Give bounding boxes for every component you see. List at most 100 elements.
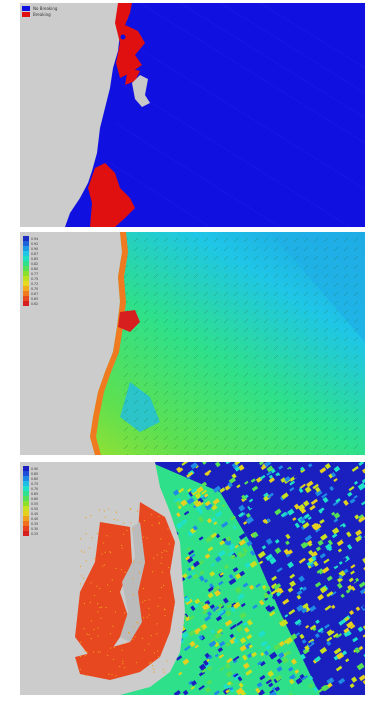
speckle bbox=[357, 482, 365, 491]
vector-arrow bbox=[183, 417, 189, 423]
vector-arrow bbox=[223, 318, 229, 324]
vector-arrow bbox=[193, 300, 199, 306]
vector-arrow bbox=[153, 435, 159, 441]
vector-arrow bbox=[213, 426, 219, 432]
vector-arrow bbox=[283, 354, 289, 360]
vector-arrow bbox=[143, 300, 149, 306]
speckle bbox=[269, 557, 277, 565]
wave-direction-vectors bbox=[123, 237, 359, 455]
vector-arrow bbox=[193, 372, 199, 378]
vector-arrow bbox=[123, 354, 129, 360]
vector-arrow bbox=[123, 381, 129, 387]
vector-arrow bbox=[153, 444, 159, 450]
speckle bbox=[186, 497, 195, 505]
vector-arrow bbox=[283, 309, 289, 315]
speckle bbox=[230, 606, 236, 613]
vector-arrow bbox=[223, 399, 229, 405]
vector-arrow bbox=[213, 399, 219, 405]
speckle bbox=[358, 581, 365, 588]
vector-arrow bbox=[233, 435, 239, 441]
vector-arrow bbox=[213, 381, 219, 387]
speckle bbox=[182, 658, 190, 666]
vector-arrow bbox=[313, 408, 319, 414]
speckle bbox=[313, 686, 319, 693]
vector-arrow bbox=[273, 273, 279, 279]
scale-value: 0.72 bbox=[31, 282, 38, 286]
basin-dot bbox=[90, 637, 92, 640]
speckle bbox=[245, 512, 251, 518]
vector-arrow bbox=[293, 345, 299, 351]
speckle bbox=[265, 553, 274, 561]
speckle bbox=[319, 586, 328, 594]
scale-swatch bbox=[23, 511, 29, 516]
basin-dot bbox=[158, 523, 160, 525]
vector-arrow bbox=[183, 336, 189, 342]
speckle bbox=[274, 686, 281, 692]
vector-arrow bbox=[283, 327, 289, 333]
vector-arrow bbox=[353, 282, 359, 288]
vector-arrow bbox=[143, 255, 149, 261]
vector-arrow bbox=[323, 327, 329, 333]
scale-swatch bbox=[23, 496, 29, 501]
speckle bbox=[308, 596, 313, 602]
land-area bbox=[20, 232, 122, 455]
speckle bbox=[346, 531, 352, 538]
vector-arrow bbox=[173, 354, 179, 360]
speckle bbox=[184, 596, 191, 603]
vector-arrow bbox=[153, 291, 159, 297]
vector-arrow bbox=[243, 399, 249, 405]
vector-arrow bbox=[193, 399, 199, 405]
deep-water-zone bbox=[270, 232, 365, 342]
vector-arrow bbox=[193, 408, 199, 414]
basin-dot bbox=[156, 554, 159, 556]
vector-arrow bbox=[123, 426, 129, 432]
basin-dot bbox=[156, 633, 158, 635]
vector-arrow bbox=[233, 417, 239, 423]
basin-dot bbox=[151, 524, 153, 526]
speckle bbox=[252, 604, 258, 610]
vector-arrow bbox=[183, 408, 189, 414]
vector-arrow bbox=[193, 444, 199, 450]
vector-arrow bbox=[183, 237, 189, 243]
speckle bbox=[261, 641, 268, 647]
speckle bbox=[181, 462, 189, 466]
speckle bbox=[207, 546, 214, 552]
vector-arrow bbox=[193, 435, 199, 441]
basin-dot bbox=[121, 649, 123, 651]
speckle bbox=[201, 668, 207, 674]
vector-arrow bbox=[253, 291, 259, 297]
breaking-map-canvas bbox=[20, 3, 365, 227]
speckle bbox=[286, 549, 293, 556]
basin-dot bbox=[157, 605, 159, 607]
vector-arrow bbox=[153, 417, 159, 423]
vector-arrow bbox=[303, 246, 309, 252]
speckle bbox=[274, 547, 282, 554]
speckle bbox=[258, 630, 266, 638]
speckle bbox=[194, 598, 201, 605]
vector-arrow bbox=[283, 390, 289, 396]
basin-dot bbox=[132, 528, 134, 530]
basin-dot bbox=[83, 602, 86, 605]
speckle bbox=[289, 480, 295, 486]
speckle bbox=[242, 547, 248, 554]
speckle bbox=[354, 535, 362, 543]
basin-dot bbox=[142, 587, 144, 590]
vector-arrow bbox=[343, 390, 349, 396]
vector-arrow bbox=[323, 282, 329, 288]
harbour-pier bbox=[120, 522, 145, 642]
speckle bbox=[317, 687, 324, 694]
speckle bbox=[219, 487, 226, 493]
speckle bbox=[256, 681, 263, 688]
speckle bbox=[198, 509, 204, 515]
vector-arrow bbox=[333, 291, 339, 297]
vector-arrow bbox=[323, 345, 329, 351]
vector-arrow bbox=[313, 390, 319, 396]
speckle bbox=[349, 610, 355, 616]
vector-arrow bbox=[293, 318, 299, 324]
speckle bbox=[361, 478, 365, 484]
speckle bbox=[322, 509, 328, 516]
speckle bbox=[289, 580, 297, 588]
vector-arrow bbox=[146, 453, 149, 455]
basin-dot bbox=[80, 583, 82, 585]
vector-arrow bbox=[196, 453, 199, 455]
